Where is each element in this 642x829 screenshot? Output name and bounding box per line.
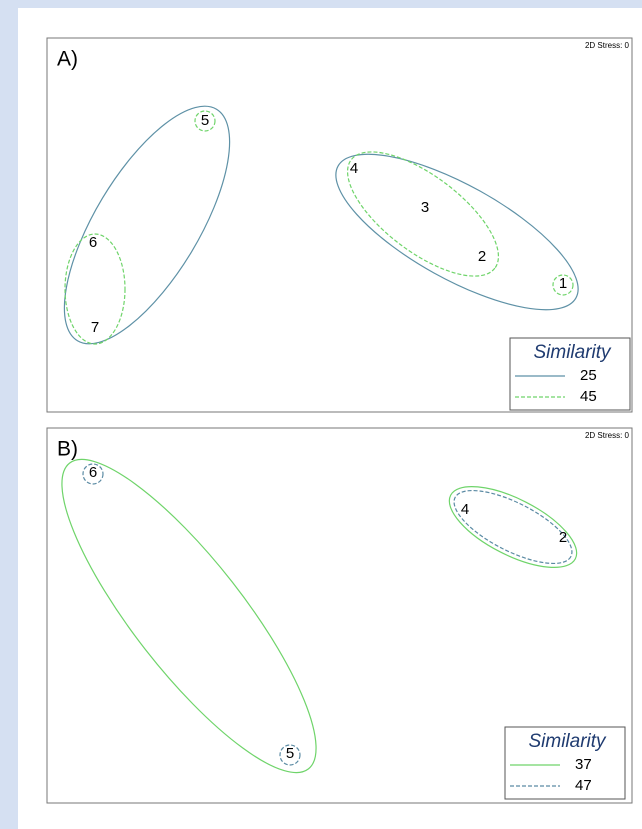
cluster-outline (552, 274, 574, 296)
point-label: 4 (350, 160, 358, 177)
cluster-outline (279, 744, 301, 766)
point-label: 2 (478, 248, 486, 265)
cluster-outline (63, 105, 231, 345)
cluster-outline (448, 485, 578, 569)
point-label: 5 (201, 112, 209, 129)
point-label: 5 (286, 745, 294, 762)
legend-title: Similarity (528, 731, 607, 752)
legend-box (504, 726, 626, 800)
point-label: 2 (559, 529, 567, 546)
legend-title: Similarity (533, 342, 612, 363)
legend-entry: 37 (575, 756, 592, 773)
cluster-outline (335, 153, 579, 311)
cluster-outline (453, 489, 573, 565)
cluster-outline (346, 151, 500, 277)
cluster-outline (61, 458, 317, 774)
legend-entry: 45 (580, 388, 597, 405)
stress-label: 2D Stress: 0 (585, 41, 630, 50)
panel-label: B) (57, 438, 78, 461)
cluster-outline (64, 233, 126, 345)
point-label: 3 (421, 199, 429, 216)
legend-entry: 47 (575, 777, 592, 794)
cluster-outline (194, 110, 216, 132)
point-label: 4 (461, 501, 469, 518)
legend-box (509, 337, 631, 411)
point-label: 6 (89, 464, 97, 481)
panel-label: A) (57, 48, 78, 71)
point-label: 6 (89, 234, 97, 251)
stress-label: 2D Stress: 0 (585, 431, 630, 440)
point-label: 7 (91, 319, 99, 336)
legend-entry: 25 (580, 367, 597, 384)
cluster-outline (82, 463, 104, 485)
point-label: 1 (559, 275, 567, 292)
